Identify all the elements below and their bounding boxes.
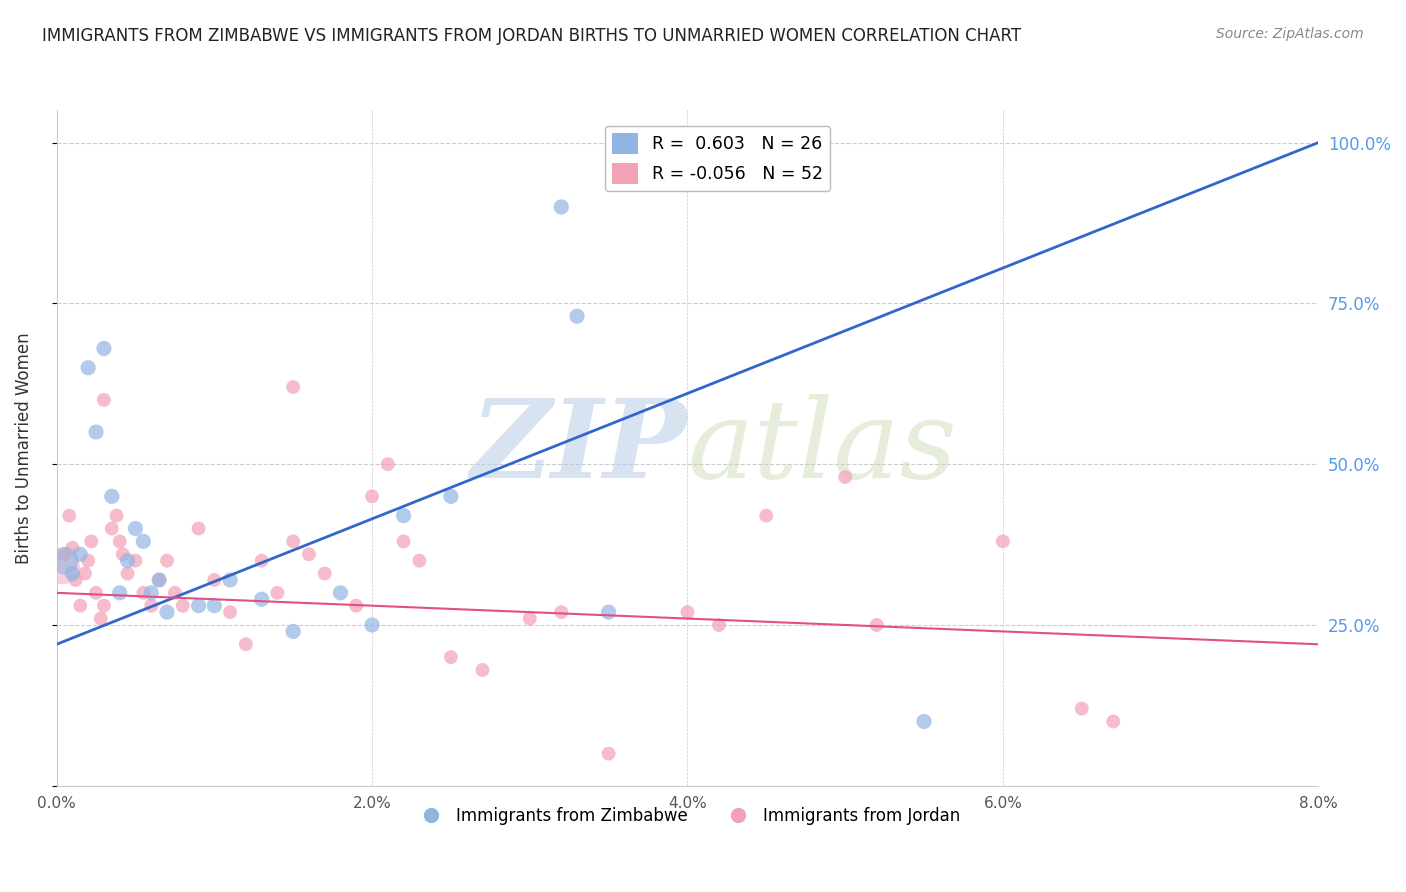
Point — [392, 508, 415, 523]
Point — [111, 547, 134, 561]
Point — [471, 663, 494, 677]
Text: atlas: atlas — [688, 394, 957, 502]
Point — [377, 457, 399, 471]
Legend: Immigrants from Zimbabwe, Immigrants from Jordan: Immigrants from Zimbabwe, Immigrants fro… — [408, 800, 967, 831]
Point — [141, 599, 163, 613]
Point — [132, 586, 155, 600]
Point — [991, 534, 1014, 549]
Point — [124, 554, 146, 568]
Point — [283, 380, 305, 394]
Point — [108, 534, 131, 549]
Point — [361, 489, 384, 503]
Point — [163, 586, 186, 600]
Point — [93, 342, 115, 356]
Point — [250, 554, 273, 568]
Text: Source: ZipAtlas.com: Source: ZipAtlas.com — [1216, 27, 1364, 41]
Point — [550, 200, 572, 214]
Point — [912, 714, 935, 729]
Point — [219, 573, 242, 587]
Point — [440, 489, 463, 503]
Point — [235, 637, 257, 651]
Point — [60, 566, 83, 581]
Point — [440, 650, 463, 665]
Point — [93, 392, 115, 407]
Point — [361, 618, 384, 632]
Point — [58, 508, 80, 523]
Point — [283, 624, 305, 639]
Point — [148, 573, 170, 587]
Point — [148, 573, 170, 587]
Point — [187, 599, 209, 613]
Point — [408, 554, 430, 568]
Point — [834, 470, 856, 484]
Point — [124, 522, 146, 536]
Point — [314, 566, 336, 581]
Point — [707, 618, 730, 632]
Point — [283, 534, 305, 549]
Point — [132, 534, 155, 549]
Point — [187, 522, 209, 536]
Point — [65, 573, 87, 587]
Point — [105, 508, 128, 523]
Point — [101, 489, 124, 503]
Point — [866, 618, 889, 632]
Point — [298, 547, 321, 561]
Point — [598, 747, 620, 761]
Text: ZIP: ZIP — [471, 394, 688, 502]
Point — [219, 605, 242, 619]
Point — [69, 547, 91, 561]
Y-axis label: Births to Unmarried Women: Births to Unmarried Women — [15, 333, 32, 564]
Point — [117, 554, 139, 568]
Point — [172, 599, 194, 613]
Point — [329, 586, 352, 600]
Point — [73, 566, 96, 581]
Point — [108, 586, 131, 600]
Point — [53, 547, 76, 561]
Point — [392, 534, 415, 549]
Point — [266, 586, 288, 600]
Point — [550, 605, 572, 619]
Point — [1102, 714, 1125, 729]
Point — [1070, 701, 1092, 715]
Point — [156, 605, 179, 619]
Point — [565, 310, 588, 324]
Point — [202, 599, 225, 613]
Point — [90, 611, 112, 625]
Point — [755, 508, 778, 523]
Point — [60, 541, 83, 555]
Point — [117, 566, 139, 581]
Point — [84, 425, 107, 439]
Point — [69, 599, 91, 613]
Point — [250, 592, 273, 607]
Point — [676, 605, 699, 619]
Point — [93, 599, 115, 613]
Text: IMMIGRANTS FROM ZIMBABWE VS IMMIGRANTS FROM JORDAN BIRTHS TO UNMARRIED WOMEN COR: IMMIGRANTS FROM ZIMBABWE VS IMMIGRANTS F… — [42, 27, 1021, 45]
Point — [84, 586, 107, 600]
Point — [202, 573, 225, 587]
Point — [156, 554, 179, 568]
Point — [52, 560, 75, 574]
Point — [141, 586, 163, 600]
Point — [344, 599, 367, 613]
Point — [101, 522, 124, 536]
Point — [53, 554, 76, 568]
Point — [77, 554, 100, 568]
Point — [598, 605, 620, 619]
Point — [519, 611, 541, 625]
Point — [80, 534, 103, 549]
Point — [77, 360, 100, 375]
